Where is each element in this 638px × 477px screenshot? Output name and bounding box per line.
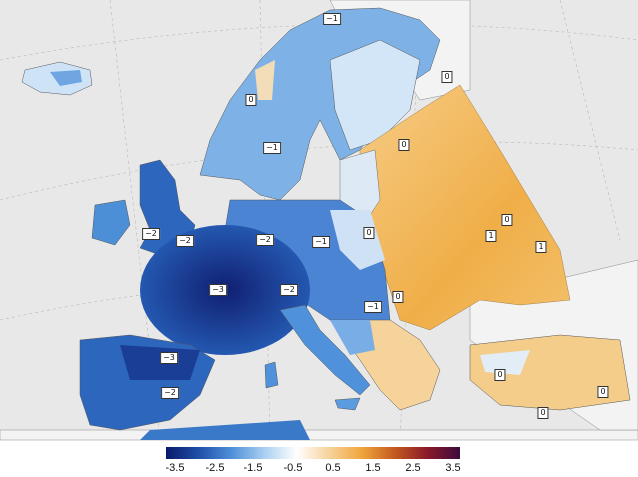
legend-tick-label: 1.5: [365, 462, 381, 474]
anomaly-label-belarus: 0: [363, 227, 375, 239]
balkans-west-cold: [330, 320, 375, 355]
anomaly-label-balkans-west: −1: [364, 301, 382, 313]
iberia-north-core: [120, 345, 200, 380]
legend-tick-label: -2.5: [205, 462, 225, 474]
anomaly-label-russia-south: 1: [535, 241, 547, 253]
anomaly-label-romania: 0: [392, 291, 404, 303]
iceland-cold-core: [50, 70, 82, 86]
anomaly-label-uk-west: −2: [142, 228, 160, 240]
anomaly-label-france: −3: [209, 284, 227, 296]
anomaly-label-russia-central: 0: [501, 214, 513, 226]
legend-tick-label: 2.5: [405, 462, 421, 474]
legend-tick-label: 0.5: [325, 462, 341, 474]
anomaly-label-turkey-east: 0: [597, 386, 609, 398]
anomaly-label-poland: −1: [312, 236, 330, 248]
ireland: [91, 199, 131, 246]
sicily: [334, 397, 361, 411]
anomaly-label-spain-north: −3: [160, 352, 178, 364]
anomaly-label-norway-west: 0: [245, 94, 257, 106]
anomaly-label-baltic-east: 0: [398, 139, 410, 151]
anomaly-label-north-cape: −1: [323, 13, 341, 25]
poland-near-zero: [330, 210, 385, 270]
north-africa-cold: [140, 420, 310, 440]
anomaly-label-uk-east: −2: [176, 235, 194, 247]
italy: [279, 304, 371, 396]
anomaly-label-germany: −2: [256, 234, 274, 246]
norway-warm-strip: [255, 60, 275, 100]
anomaly-label-cyprus: 0: [537, 407, 549, 419]
anomaly-label-turkey-west: 0: [494, 369, 506, 381]
anatolia-near-zero: [480, 350, 530, 375]
anomaly-label-alps: −2: [280, 284, 298, 296]
anomaly-label-sweden: −1: [263, 142, 281, 154]
anomaly-label-ukraine: 1: [485, 230, 497, 242]
anomaly-label-russia-north: 0: [441, 71, 453, 83]
sardinia: [264, 361, 279, 389]
legend-tick-label: -0.5: [283, 462, 303, 474]
color-scale-legend: [166, 447, 460, 459]
legend-tick-label: 3.5: [445, 462, 461, 474]
legend-tick-label: -3.5: [165, 462, 185, 474]
finland: [329, 39, 421, 151]
legend-tick-label: -1.5: [243, 462, 263, 474]
anomaly-label-spain-south: −2: [161, 387, 179, 399]
